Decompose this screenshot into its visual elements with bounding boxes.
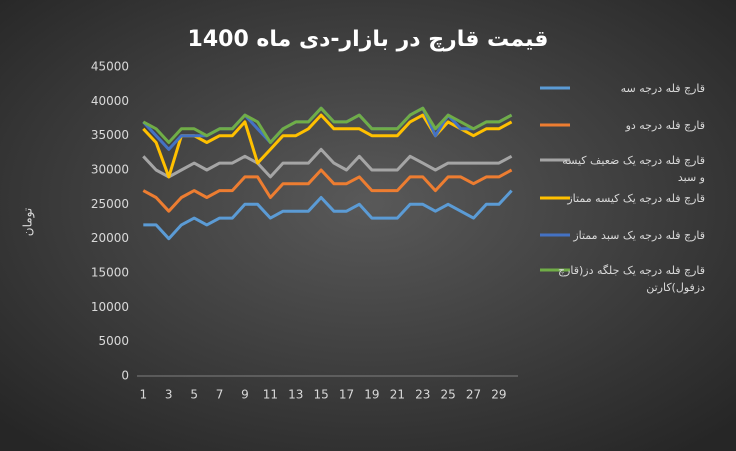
x-tick-label: 7 bbox=[216, 388, 224, 402]
x-tick-label: 27 bbox=[466, 388, 481, 402]
x-tick-label: 23 bbox=[415, 388, 430, 402]
legend-label: قارچ فله درجه دو bbox=[625, 119, 705, 132]
x-tick-label: 9 bbox=[241, 388, 249, 402]
legend-label: قارچ فله درجه یک جلگه دز(قارچ دزفول)کارت… bbox=[557, 264, 705, 294]
x-tick-label: 25 bbox=[441, 388, 456, 402]
y-tick-label: 35000 bbox=[91, 128, 129, 142]
y-tick-label: 15000 bbox=[91, 266, 129, 280]
series-line bbox=[142, 147, 513, 179]
y-tick-label: 45000 bbox=[91, 60, 129, 74]
x-tick-label: 1 bbox=[140, 388, 148, 402]
y-tick-label: 30000 bbox=[91, 163, 129, 177]
y-tick-label: 40000 bbox=[91, 94, 129, 108]
x-tick-label: 15 bbox=[314, 388, 329, 402]
legend-label: قارچ فله درجه یک سبد ممتاز bbox=[573, 229, 705, 242]
series-line bbox=[143, 189, 513, 241]
series-line bbox=[142, 106, 513, 144]
legend-label: قارچ فله درجه یک ضعیف کیسه و سبد bbox=[562, 154, 705, 184]
series-line bbox=[142, 168, 513, 213]
y-tick-label: 25000 bbox=[91, 197, 129, 211]
y-tick-label: 10000 bbox=[91, 300, 129, 314]
x-tick-label: 11 bbox=[263, 388, 278, 402]
y-tick-label: 5000 bbox=[98, 334, 129, 348]
x-tick-label: 5 bbox=[190, 388, 198, 402]
x-tick-label: 29 bbox=[491, 388, 506, 402]
x-tick-label: 17 bbox=[339, 388, 354, 402]
legend-label: قارچ فله درجه سه bbox=[620, 82, 705, 95]
legend-label: قارچ فله درجه یک کیسه ممتاز bbox=[567, 192, 705, 205]
x-tick-label: 21 bbox=[390, 388, 405, 402]
y-axis-label: تومان bbox=[21, 208, 36, 236]
chart-title: قیمت قارچ در بازار-دی ماه 1400 bbox=[188, 27, 549, 52]
x-tick-label: 3 bbox=[165, 388, 173, 402]
series-line bbox=[142, 113, 513, 179]
x-tick-label: 19 bbox=[364, 388, 379, 402]
y-tick-label: 0 bbox=[121, 369, 129, 383]
x-tick-label: 13 bbox=[288, 388, 303, 402]
y-tick-label: 20000 bbox=[91, 231, 129, 245]
